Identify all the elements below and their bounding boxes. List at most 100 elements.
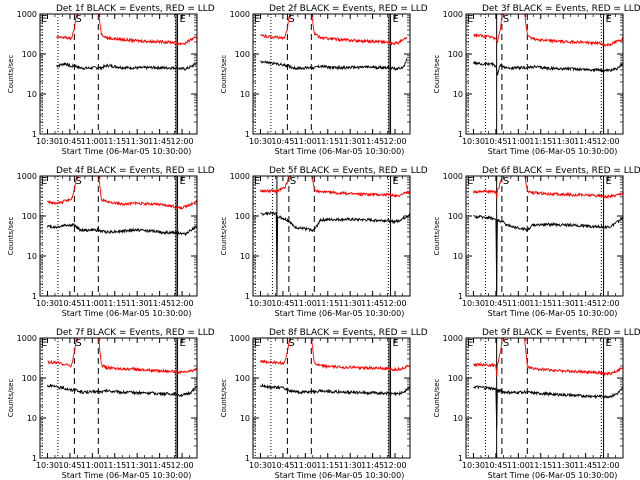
x-tick-label: 11:15 bbox=[316, 299, 339, 308]
x-tick-label: 10:45 bbox=[484, 299, 507, 308]
y-tick-label: 10 bbox=[27, 414, 37, 423]
y-tick-label: 1 bbox=[245, 454, 250, 463]
end-marker-label: E bbox=[254, 338, 260, 349]
x-tick-label: 11:45 bbox=[148, 299, 171, 308]
events-series-line bbox=[473, 385, 623, 430]
x-axis-label: Start Time (06-Mar-05 10:30:00) bbox=[62, 147, 192, 156]
start-marker-label: S bbox=[288, 338, 294, 349]
panel-det-7: Det 7f BLACK = Events, RED = LLD Counts/s… bbox=[7, 328, 215, 480]
lld-series-line bbox=[260, 338, 410, 372]
x-tick-label: 11:00 bbox=[81, 299, 104, 308]
end-marker-label: E bbox=[606, 14, 612, 25]
end-marker-label: E bbox=[606, 338, 612, 349]
x-tick-label: 11:15 bbox=[316, 137, 339, 146]
x-tick-label: 11:00 bbox=[81, 137, 104, 146]
x-tick-label: 10:30 bbox=[249, 299, 272, 308]
end-marker-label: E bbox=[41, 14, 47, 25]
x-tick-label: 12:00 bbox=[597, 461, 620, 470]
y-axis-label: Counts/sec bbox=[220, 55, 228, 94]
x-tick-label: 10:45 bbox=[484, 137, 507, 146]
y-tick-label: 100 bbox=[22, 50, 37, 59]
y-tick-label: 1000 bbox=[443, 172, 463, 181]
start-marker-label: S bbox=[75, 14, 81, 25]
y-tick-label: 1000 bbox=[230, 172, 250, 181]
plot-frame bbox=[465, 13, 624, 135]
y-tick-label: 100 bbox=[448, 374, 463, 383]
start-marker-label: S bbox=[75, 176, 81, 187]
y-tick-label: 10 bbox=[27, 252, 37, 261]
lld-series-line bbox=[473, 176, 623, 199]
y-tick-label: 1000 bbox=[17, 334, 37, 343]
panel-title: Det 8f BLACK = Events, RED = LLD bbox=[269, 328, 428, 338]
y-tick-label: 100 bbox=[22, 374, 37, 383]
y-tick-label: 1 bbox=[458, 454, 463, 463]
y-tick-label: 1000 bbox=[230, 334, 250, 343]
y-tick-label: 10 bbox=[240, 90, 250, 99]
x-axis-label: Start Time (06-Mar-05 10:30:00) bbox=[62, 471, 192, 480]
plot-frame bbox=[39, 337, 198, 459]
y-tick-label: 1 bbox=[458, 292, 463, 301]
x-tick-label: 11:15 bbox=[103, 299, 126, 308]
start-marker-label: S bbox=[503, 14, 509, 25]
end-marker-label: E bbox=[180, 176, 186, 187]
panel-title: Det 2f BLACK = Events, RED = LLD bbox=[269, 4, 428, 14]
events-series-line bbox=[260, 383, 410, 397]
events-series-line bbox=[260, 210, 410, 290]
y-tick-label: 10 bbox=[453, 414, 463, 423]
panel-det-8: Det 8f BLACK = Events, RED = LLD Counts/s… bbox=[220, 328, 428, 480]
x-tick-label: 10:45 bbox=[271, 137, 294, 146]
x-tick-label: 11:15 bbox=[529, 137, 552, 146]
panel-det-3: Det 3f BLACK = Events, RED = LLD Counts/s… bbox=[433, 4, 640, 156]
end-marker-label: E bbox=[180, 14, 186, 25]
panel-title: Det 1f BLACK = Events, RED = LLD bbox=[56, 4, 215, 14]
lld-series-line bbox=[260, 14, 408, 47]
x-tick-label: 10:30 bbox=[36, 299, 59, 308]
y-tick-label: 100 bbox=[235, 212, 250, 221]
y-tick-label: 10 bbox=[240, 414, 250, 423]
panel-det-1: Det 1f BLACK = Events, RED = LLD Counts/s… bbox=[7, 4, 215, 156]
panel-title: Det 9f BLACK = Events, RED = LLD bbox=[482, 328, 640, 338]
x-tick-label: 11:45 bbox=[361, 461, 384, 470]
x-tick-label: 11:45 bbox=[361, 299, 384, 308]
y-tick-label: 100 bbox=[235, 374, 250, 383]
x-tick-label: 10:45 bbox=[58, 299, 81, 308]
x-tick-label: 11:15 bbox=[529, 461, 552, 470]
x-axis-label: Start Time (06-Mar-05 10:30:00) bbox=[275, 147, 405, 156]
x-tick-label: 11:00 bbox=[507, 461, 530, 470]
plot-frame bbox=[39, 175, 198, 297]
end-marker-label: E bbox=[393, 14, 399, 25]
y-axis-label: Counts/sec bbox=[433, 55, 441, 94]
x-tick-label: 10:30 bbox=[249, 461, 272, 470]
end-marker-label: E bbox=[41, 338, 47, 349]
events-series-line bbox=[473, 214, 623, 292]
x-tick-label: 11:30 bbox=[126, 299, 149, 308]
start-marker-label: S bbox=[288, 14, 294, 25]
panel-title: Det 7f BLACK = Events, RED = LLD bbox=[56, 328, 215, 338]
x-tick-label: 11:30 bbox=[339, 461, 362, 470]
x-tick-label: 11:00 bbox=[294, 299, 317, 308]
events-series-line bbox=[56, 62, 197, 72]
x-tick-label: 10:30 bbox=[462, 461, 485, 470]
x-tick-label: 11:15 bbox=[103, 137, 126, 146]
end-marker-label: E bbox=[254, 14, 260, 25]
end-marker-label: E bbox=[467, 338, 473, 349]
x-tick-label: 10:45 bbox=[271, 461, 294, 470]
x-tick-label: 11:45 bbox=[361, 137, 384, 146]
y-tick-label: 10 bbox=[27, 90, 37, 99]
x-tick-label: 11:00 bbox=[507, 137, 530, 146]
y-tick-label: 100 bbox=[235, 50, 250, 59]
y-tick-label: 1 bbox=[458, 130, 463, 139]
end-marker-label: E bbox=[41, 176, 47, 187]
panel-det-9: Det 9f BLACK = Events, RED = LLD Counts/s… bbox=[433, 328, 640, 480]
x-tick-label: 10:45 bbox=[58, 137, 81, 146]
x-tick-label: 11:00 bbox=[81, 461, 104, 470]
x-tick-label: 11:30 bbox=[339, 137, 362, 146]
events-series-line bbox=[47, 383, 197, 398]
end-marker-label: E bbox=[254, 176, 260, 187]
panel-det-2: Det 2f BLACK = Events, RED = LLD Counts/s… bbox=[220, 4, 428, 156]
end-marker-label: E bbox=[467, 176, 473, 187]
panel-det-4: Det 4f BLACK = Events, RED = LLD Counts/s… bbox=[7, 166, 215, 318]
start-marker-label: S bbox=[503, 176, 509, 187]
lld-series-line bbox=[260, 176, 410, 198]
events-series-line bbox=[47, 222, 197, 237]
